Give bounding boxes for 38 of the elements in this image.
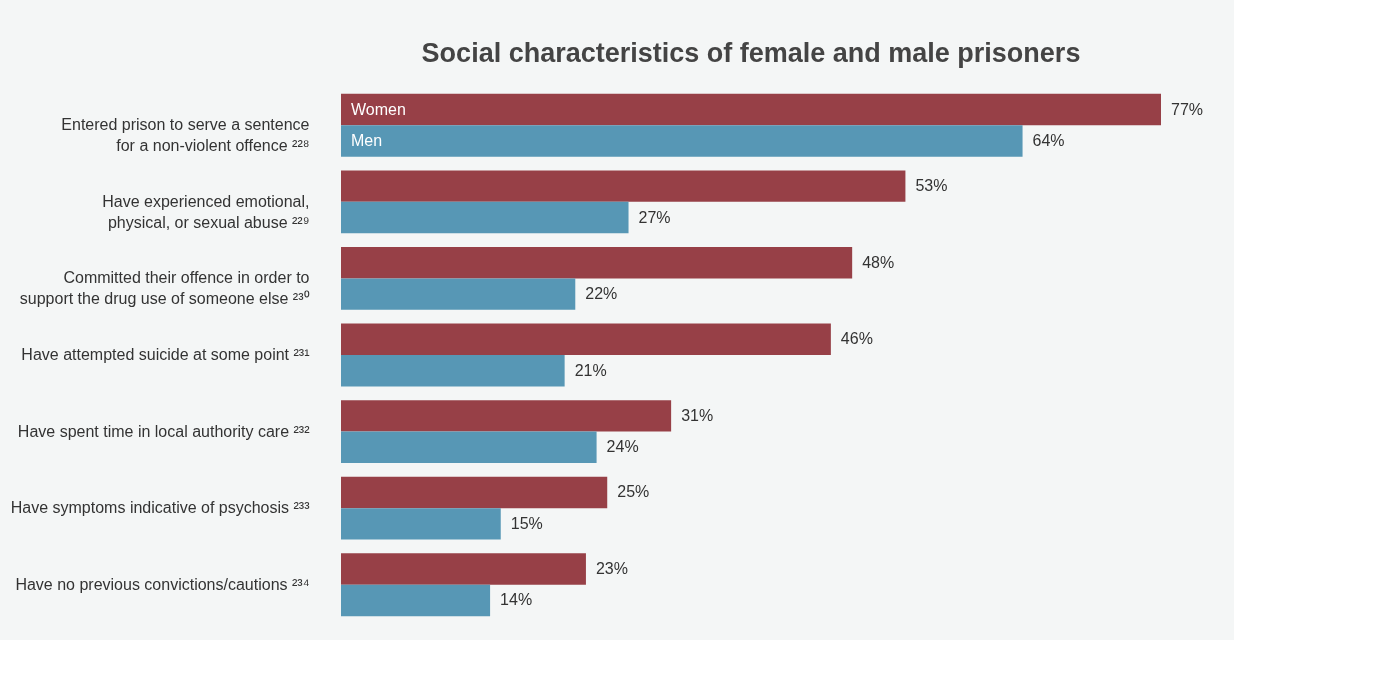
bar — [341, 201, 629, 234]
series-label: Men — [351, 131, 383, 149]
bar — [341, 431, 597, 463]
bar — [341, 278, 576, 310]
bar — [341, 508, 501, 540]
series-label: Women — [351, 100, 406, 118]
data-label: 27% — [638, 208, 671, 226]
bar — [341, 93, 1161, 126]
bar — [341, 170, 906, 202]
data-label: 22% — [585, 285, 618, 303]
y-tick-label: Have spent time in local authority care ²³² — [17, 422, 311, 440]
data-label: 31% — [681, 406, 714, 424]
data-label: 21% — [574, 361, 607, 379]
bar — [341, 553, 586, 585]
bar — [341, 247, 853, 279]
data-label: 23% — [595, 560, 628, 578]
data-label: 77% — [1171, 100, 1204, 118]
data-label: 46% — [840, 330, 873, 348]
data-label: 53% — [915, 177, 948, 195]
data-label: 48% — [862, 253, 895, 271]
bar — [341, 400, 672, 432]
bar — [341, 355, 565, 387]
bar — [341, 125, 1023, 157]
data-label: 64% — [1032, 131, 1065, 149]
data-label: 15% — [510, 514, 543, 532]
bar — [341, 323, 831, 355]
y-tick-label: Entered prison to serve a sentence for a non-violent offence ²²⁸ — [61, 116, 310, 155]
bar — [341, 476, 608, 509]
data-label: 14% — [500, 591, 533, 609]
y-tick-label: Have attempted suicide at some point ²³¹ — [21, 346, 310, 363]
bar — [341, 584, 491, 617]
y-tick-label: Committed their offence in order to support the drug use of someone else ²³⁰ — [19, 269, 310, 308]
data-label: 25% — [617, 483, 650, 501]
y-tick-label: Have no previous convictions/cautions ²³⁴ — [15, 575, 310, 593]
chart-title: Social characteristics of female and male prisoners — [421, 38, 1081, 68]
data-label: 24% — [606, 438, 639, 456]
y-tick-label: Have experienced emotional, physical, or sexual abuse ²²⁹ — [102, 192, 310, 231]
y-tick-label: Have symptoms indicative of psychosis ²³³ — [10, 499, 311, 517]
